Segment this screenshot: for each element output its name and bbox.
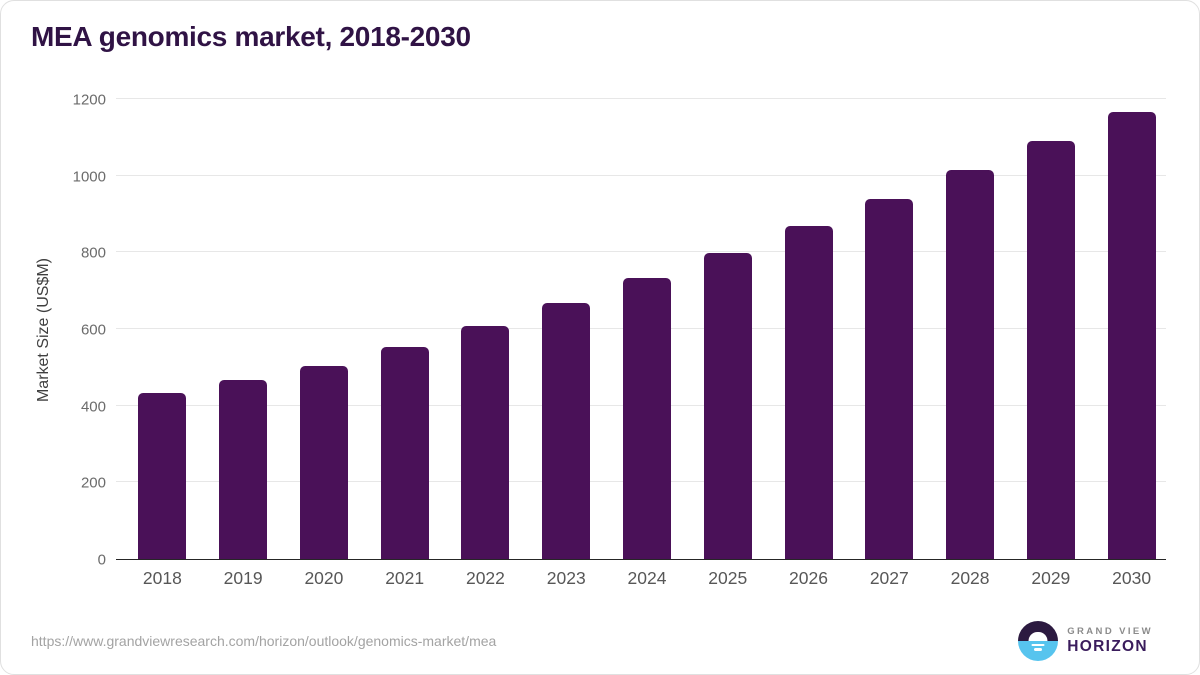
y-tick-label-600: 600 [80,321,106,339]
logo-brand-top-label: GRAND VIEW [1067,626,1153,637]
source-url: https://www.grandviewresearch.com/horizo… [31,633,497,649]
logo-text: GRAND VIEW HORIZON [1067,626,1153,656]
x-tick-label-2022: 2022 [465,568,505,588]
x-tick-label-2018: 2018 [142,568,182,588]
grand-view-horizon-logo: GRAND VIEW HORIZON [1018,621,1153,661]
x-tick-label-2025: 2025 [708,568,748,588]
y-axis-tick-labels: 0 200 400 600 800 1000 1200 [1,93,106,568]
gridline-1200 [116,98,1166,99]
bar-2029 [1026,141,1075,559]
chart-title: MEA genomics market, 2018-2030 [31,21,471,52]
bar-2026 [784,225,833,559]
y-tick-label-0: 0 [97,551,106,569]
x-tick-label-2020: 2020 [304,568,344,588]
bar-2022 [461,326,510,559]
y-tick-label-800: 800 [80,244,106,262]
bar-2028 [946,169,995,559]
x-tick-label-2024: 2024 [627,568,667,588]
bar-2021 [380,347,429,559]
x-tick-label-2019: 2019 [223,568,263,588]
bar-2027 [865,199,914,559]
x-tick-label-2028: 2028 [950,568,990,588]
y-tick-label-400: 400 [80,398,106,416]
x-tick-label-2023: 2023 [546,568,586,588]
gridline-1000 [116,174,1166,176]
sun-reflection-line-1 [1031,643,1045,647]
x-tick-label-2029: 2029 [1031,568,1071,588]
y-tick-label-1000: 1000 [72,168,106,186]
bar-2020 [299,366,348,559]
bar-2030 [1107,112,1156,559]
y-tick-label-1200: 1200 [72,91,106,109]
x-tick-label-2021: 2021 [385,568,425,588]
x-tick-label-2027: 2027 [869,568,909,588]
bar-2023 [542,302,591,559]
sun-reflection-line-2 [1034,648,1043,651]
bar-2025 [703,253,752,559]
plot-area [116,98,1166,560]
logo-brand-bottom-label: HORIZON [1067,638,1148,655]
x-axis-tick-labels: 2018 2019 2020 2021 2022 2023 2024 2025 2026 2027… [116,568,1166,592]
sun-dome-shape [1028,631,1048,641]
x-tick-label-2026: 2026 [789,568,828,588]
gridline-800 [116,251,1166,253]
bar-2024 [623,278,671,559]
horizon-sun-icon [1018,621,1059,661]
bar-2019 [219,380,268,559]
x-tick-label-2030: 2030 [1112,568,1152,588]
bar-2018 [138,392,187,559]
y-tick-label-200: 200 [80,474,106,492]
